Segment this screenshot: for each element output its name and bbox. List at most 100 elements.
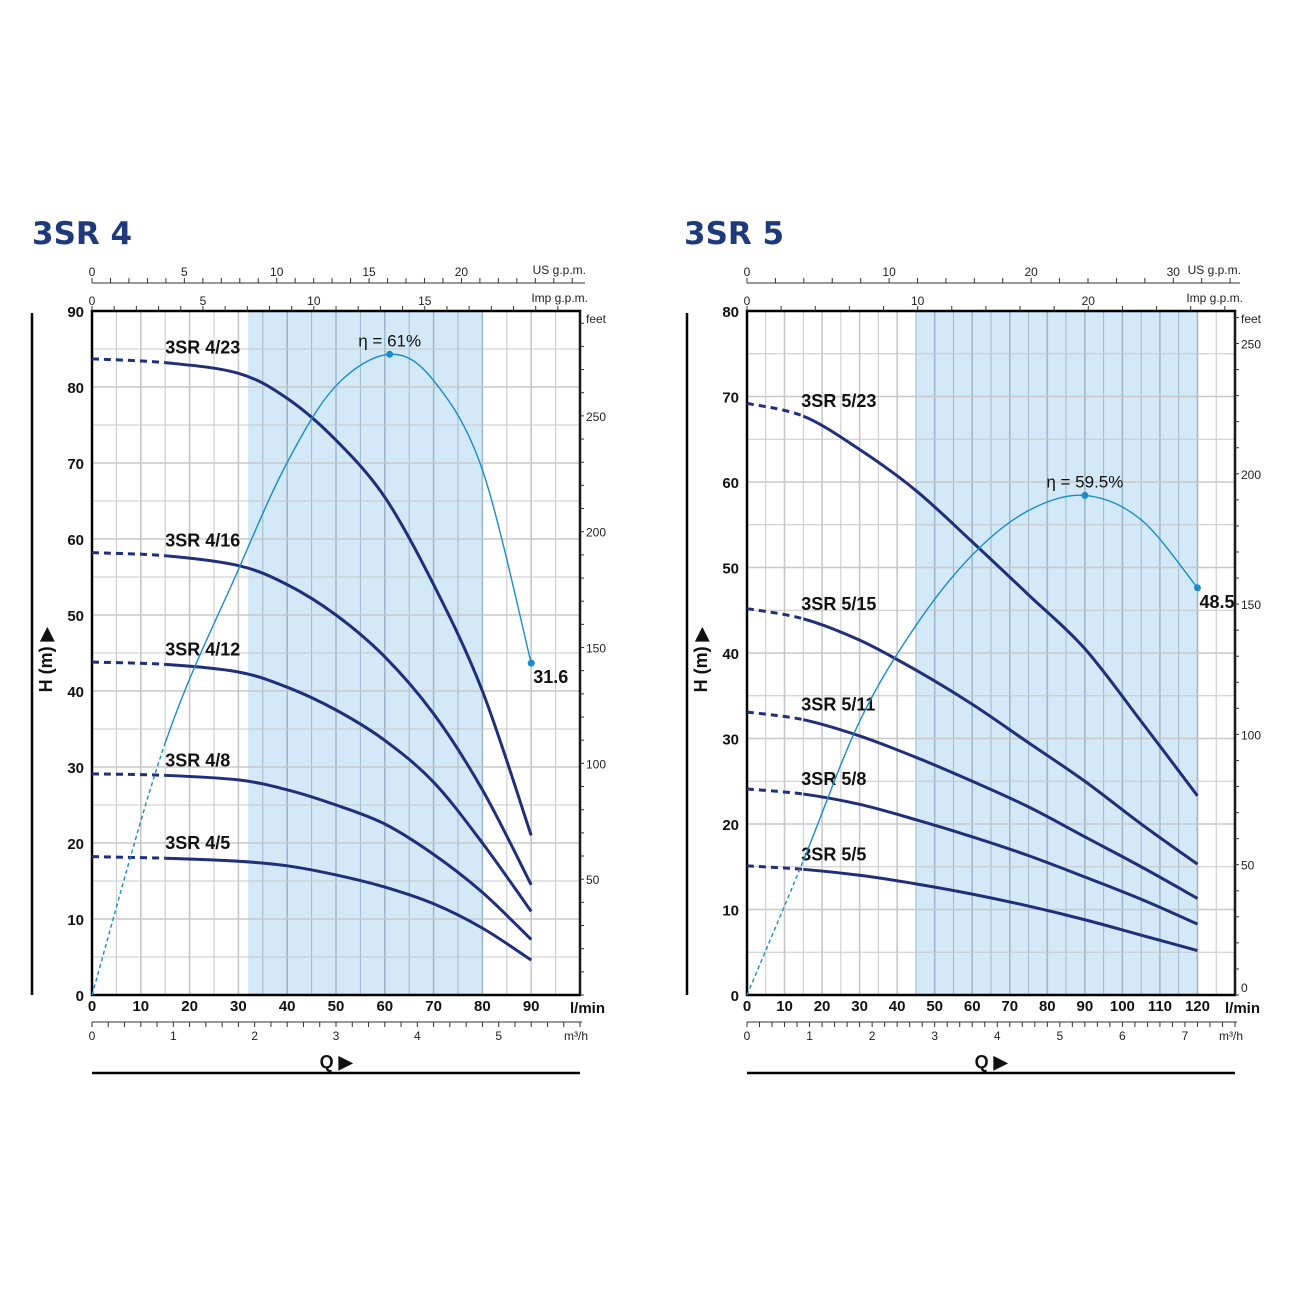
x-tick-label: 20 xyxy=(814,998,831,1015)
y-tick-label: 40 xyxy=(67,684,84,701)
imp-gpm-unit: Imp g.p.m. xyxy=(531,291,588,305)
curve-label: 3SR 4/16 xyxy=(165,531,240,551)
y-axis-title: H (m) ▶ xyxy=(691,626,711,692)
m3h-unit: m³/h xyxy=(1219,1029,1243,1043)
curve-dashed-3SR-5-11 xyxy=(746,710,804,722)
x-tick-label: 100 xyxy=(1110,998,1135,1015)
m3h-label: 1 xyxy=(806,1029,813,1043)
y-tick-label: 40 xyxy=(722,646,739,663)
m3h-label: 4 xyxy=(414,1029,421,1043)
x-tick-label: 30 xyxy=(230,998,247,1015)
efficiency-end-point xyxy=(527,659,535,667)
curve-label: 3SR 5/5 xyxy=(801,844,866,864)
curve-dashed-3SR-4-8 xyxy=(91,772,166,777)
curve-dashed-3SR-5-23 xyxy=(746,401,804,418)
feet-label: 0 xyxy=(1241,981,1248,995)
y-tick-label: 80 xyxy=(722,304,739,321)
efficiency-peak-label: η = 59.5% xyxy=(1046,472,1123,491)
imp-gpm-label: 20 xyxy=(1082,294,1096,308)
x-tick-label: 90 xyxy=(523,998,540,1015)
x-tick-label: 60 xyxy=(964,998,981,1015)
x-tick-label: 50 xyxy=(328,998,345,1015)
m3h-label: 1 xyxy=(170,1029,177,1043)
imp-gpm-label: 15 xyxy=(418,294,432,308)
imp-gpm-label: 0 xyxy=(744,294,751,308)
curve-label: 3SR 4/8 xyxy=(165,750,230,770)
feet-unit: feet xyxy=(586,312,607,326)
efficiency-curve-dashed xyxy=(91,742,166,996)
m3h-label: 3 xyxy=(931,1029,938,1043)
curve-3SR-4-5 xyxy=(165,856,533,962)
curve-3SR-5-11 xyxy=(802,718,1199,900)
curve-dashed-3SR-4-16 xyxy=(91,551,166,558)
efficiency-peak-point xyxy=(386,350,394,358)
y-tick-label: 80 xyxy=(67,380,84,397)
curve-3SR-4-23 xyxy=(165,361,533,836)
x-tick-label: 0 xyxy=(88,998,96,1015)
curve-label: 3SR 4/5 xyxy=(165,833,230,853)
m3h-unit: m³/h xyxy=(564,1029,588,1043)
x-tick-label: 30 xyxy=(851,998,868,1015)
m3h-label: 5 xyxy=(495,1029,502,1043)
curve-label: 3SR 5/8 xyxy=(801,769,866,789)
x-axis-title: Q ▶ xyxy=(320,1052,354,1072)
curve-dashed-3SR-4-5 xyxy=(91,855,166,860)
chart-title: 3SR 4 xyxy=(32,216,132,252)
feet-label: 150 xyxy=(586,642,606,656)
curve-3SR-5-8 xyxy=(803,792,1199,926)
feet-label: 250 xyxy=(586,410,606,424)
efficiency-end-label: 31.6 xyxy=(533,667,568,687)
m3h-label: 5 xyxy=(1056,1029,1063,1043)
efficiency-end-label: 48.5 xyxy=(1199,592,1234,612)
curve-label: 3SR 5/23 xyxy=(801,391,876,411)
imp-gpm-label: 10 xyxy=(911,294,925,308)
efficiency-peak-point xyxy=(1081,491,1089,499)
x-tick-label: 80 xyxy=(474,998,491,1015)
x-tick-label: 40 xyxy=(279,998,296,1015)
feet-label: 200 xyxy=(586,526,606,540)
efficiency-curve xyxy=(164,353,532,744)
curve-3SR-5-5 xyxy=(803,867,1198,952)
feet-label: 250 xyxy=(1241,337,1261,351)
us-gpm-unit: US g.p.m. xyxy=(1188,263,1241,277)
m3h-label: 4 xyxy=(994,1029,1001,1043)
feet-unit: feet xyxy=(1241,312,1262,326)
y-tick-label: 20 xyxy=(67,836,84,853)
y-tick-label: 0 xyxy=(731,988,739,1005)
y-tick-label: 0 xyxy=(76,988,84,1005)
efficiency-end-point xyxy=(1193,584,1201,592)
efficiency-curve-dashed xyxy=(746,860,804,996)
imp-gpm-unit: Imp g.p.m. xyxy=(1186,291,1243,305)
y-axis-title: H (m) ▶ xyxy=(36,626,56,692)
x-tick-label: 120 xyxy=(1185,998,1210,1015)
x-tick-label: 40 xyxy=(889,998,906,1015)
curve-3SR-5-15 xyxy=(802,617,1199,866)
us-gpm-label: 15 xyxy=(362,265,376,279)
curve-dashed-3SR-4-23 xyxy=(91,357,166,365)
curve-dashed-3SR-5-5 xyxy=(746,864,804,871)
x-tick-label: 110 xyxy=(1148,998,1172,1015)
y-tick-label: 10 xyxy=(722,903,739,920)
curve-3SR-4-16 xyxy=(165,554,533,886)
x-tick-label: 70 xyxy=(425,998,442,1015)
y-tick-label: 30 xyxy=(722,732,739,749)
us-gpm-label: 0 xyxy=(744,265,751,279)
imp-gpm-label: 5 xyxy=(200,294,207,308)
feet-label: 100 xyxy=(1241,728,1261,742)
curve-label: 3SR 4/23 xyxy=(165,338,240,358)
x-tick-label: 70 xyxy=(1001,998,1018,1015)
x-tick-label: 10 xyxy=(132,998,149,1015)
m3h-label: 2 xyxy=(251,1029,258,1043)
m3h-label: 0 xyxy=(744,1029,751,1043)
m3h-label: 0 xyxy=(89,1029,96,1043)
m3h-label: 7 xyxy=(1182,1029,1189,1043)
curve-dashed-3SR-5-8 xyxy=(746,787,804,796)
us-gpm-label: 30 xyxy=(1167,265,1181,279)
y-tick-label: 90 xyxy=(67,304,84,321)
efficiency-peak-label: η = 61% xyxy=(358,331,421,350)
us-gpm-label: 10 xyxy=(270,265,284,279)
imp-gpm-label: 10 xyxy=(307,294,321,308)
